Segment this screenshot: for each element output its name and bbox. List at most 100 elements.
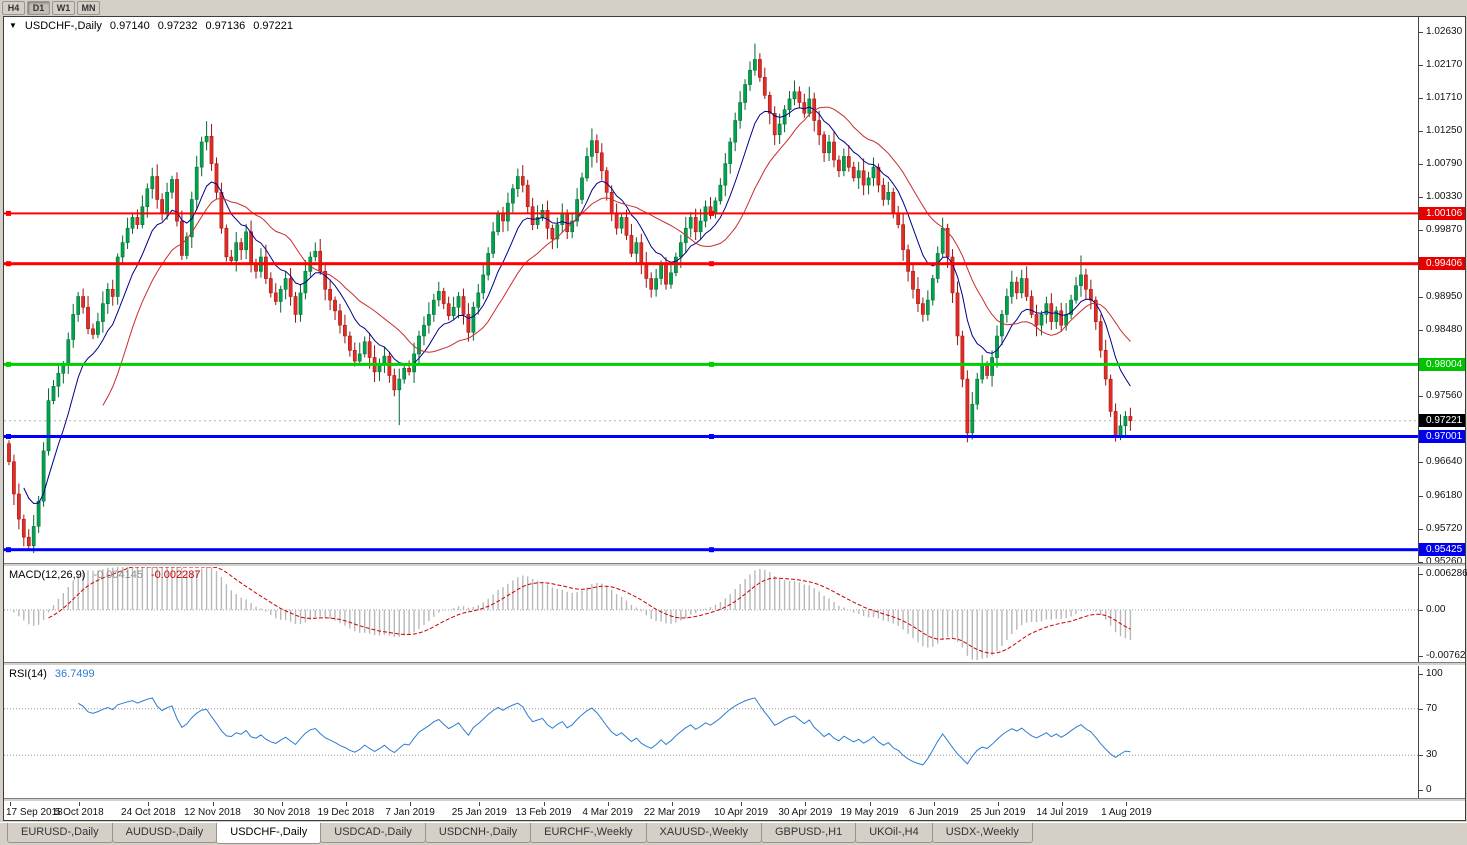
chart-tab-usdx-weekly[interactable]: USDX-,Weekly — [931, 823, 1033, 843]
time-axis-label: 10 Apr 2019 — [714, 807, 769, 818]
main-price-pane[interactable]: ▼ USDCHF-,Daily 0.97140 0.97232 0.97136 … — [4, 17, 1418, 563]
rsi-canvas[interactable] — [4, 666, 1418, 798]
chart-window: ▼ USDCHF-,Daily 0.97140 0.97232 0.97136 … — [3, 16, 1467, 821]
time-axis-tick — [1126, 802, 1128, 806]
chart-ohlc-header: ▼ USDCHF-,Daily 0.97140 0.97232 0.97136 … — [9, 20, 293, 32]
price-tag-0.98004: 0.98004 — [1419, 357, 1465, 371]
ma-fast-line — [23, 106, 1131, 505]
time-axis-label: 12 Nov 2018 — [184, 807, 241, 818]
pane-divider[interactable] — [4, 563, 1465, 567]
time-axis-tick — [933, 802, 935, 806]
macd-canvas[interactable] — [4, 567, 1418, 662]
pane-divider[interactable] — [4, 798, 1465, 802]
price-tag-0.97001: 0.97001 — [1419, 430, 1465, 443]
time-axis-label: 1 Aug 2019 — [1101, 807, 1152, 818]
close-value: 0.97221 — [253, 20, 293, 32]
timeframe-button-h4[interactable]: H4 — [2, 1, 25, 15]
time-axis-tick — [79, 802, 81, 806]
chart-tab-audusd-daily[interactable]: AUDUSD-,Daily — [111, 823, 218, 843]
horizontal-line-0.95425[interactable] — [4, 547, 1418, 553]
chart-tab-gbpusd-h1[interactable]: GBPUSD-,H1 — [760, 823, 857, 843]
price-axis-label: 1.01250 — [1419, 125, 1465, 137]
price-axis-label: 1.02630 — [1419, 26, 1465, 38]
price-tag-0.99406: 0.99406 — [1419, 257, 1465, 271]
rsi-line — [77, 697, 1131, 766]
timeframe-button-mn[interactable]: MN — [77, 1, 100, 15]
time-axis-tick — [1062, 802, 1064, 806]
macd-signal-value: -0.002287 — [150, 569, 201, 581]
time-axis-label: 19 Dec 2018 — [317, 807, 375, 818]
time-axis-label: 30 Nov 2018 — [253, 807, 311, 818]
price-tag-0.97221: 0.97221 — [1419, 414, 1465, 428]
time-axis-label: 5 Oct 2018 — [54, 807, 104, 818]
pane-divider[interactable] — [4, 662, 1465, 666]
open-value: 0.97140 — [109, 20, 150, 32]
chart-tab-usdcad-daily[interactable]: USDCAD-,Daily — [320, 823, 426, 843]
price-chart-canvas[interactable] — [4, 17, 1418, 563]
macd-axis-label: 0.00 — [1419, 604, 1465, 616]
time-axis-tick — [148, 802, 150, 806]
rsi-name: RSI(14) — [9, 668, 47, 680]
price-axis-label: 0.98950 — [1419, 291, 1465, 303]
macd-main-value: -0.004145 — [93, 569, 143, 581]
timeframe-toolbar: H4 D1 W1 MN — [2, 1, 100, 15]
price-axis-label: 1.01710 — [1419, 92, 1465, 104]
horizontal-line-1.00106[interactable] — [4, 210, 1418, 216]
timeframe-button-d1[interactable]: D1 — [27, 1, 50, 15]
macd-histogram — [13, 567, 1132, 660]
horizontal-line-0.98004[interactable] — [4, 361, 1418, 367]
time-axis-label: 25 Jan 2019 — [451, 807, 507, 818]
time-axis-label: 25 Jun 2019 — [970, 807, 1026, 818]
price-axis-label: 0.99870 — [1419, 224, 1465, 236]
time-axis-label: 6 Jun 2019 — [909, 807, 959, 818]
price-axis-label: 1.00330 — [1419, 191, 1465, 203]
rsi-pane[interactable]: RSI(14) 36.7499 — [4, 666, 1418, 798]
price-axis-label: 0.97560 — [1419, 390, 1465, 402]
price-axis-label: 1.02170 — [1419, 59, 1465, 71]
macd-name: MACD(12,26,9) — [9, 569, 86, 581]
macd-axis-label: 0.006286 — [1419, 568, 1467, 580]
macd-label: MACD(12,26,9) -0.004145 -0.002287 — [9, 569, 201, 581]
time-axis-label: 14 Jul 2019 — [1036, 807, 1089, 818]
horizontal-line-0.97001[interactable] — [4, 434, 1418, 439]
low-value: 0.97136 — [205, 20, 246, 32]
time-axis-label: 4 Mar 2019 — [582, 807, 633, 818]
chart-tab-eurusd-daily[interactable]: EURUSD-,Daily — [7, 823, 113, 843]
chart-tab-usdcnh-daily[interactable]: USDCNH-,Daily — [424, 823, 532, 843]
price-axis-label: 0.95720 — [1419, 523, 1465, 535]
chart-tab-eurchf-weekly[interactable]: EURCHF-,Weekly — [530, 823, 647, 843]
time-axis-tick — [212, 802, 214, 806]
symbol-collapse-icon[interactable]: ▼ — [9, 21, 17, 30]
chart-tab-usdchf-daily[interactable]: USDCHF-,Daily — [216, 823, 322, 844]
time-axis-label: 22 Mar 2019 — [643, 807, 701, 818]
time-axis-tick — [479, 802, 481, 806]
time-axis-tick — [345, 802, 347, 806]
macd-pane[interactable]: MACD(12,26,9) -0.004145 -0.002287 — [4, 567, 1418, 662]
rsi-label: RSI(14) 36.7499 — [9, 668, 95, 680]
time-axis-tick — [741, 802, 743, 806]
horizontal-line-0.99406[interactable] — [4, 261, 1418, 267]
time-axis-label: 19 May 2019 — [840, 807, 899, 818]
time-axis-tick — [998, 802, 999, 806]
price-axis-label: 0.96640 — [1419, 456, 1465, 468]
high-value: 0.97232 — [157, 20, 198, 32]
price-axis-label: 0.96180 — [1419, 490, 1465, 502]
time-axis-label: 13 Feb 2019 — [515, 807, 572, 818]
time-axis-tick — [869, 802, 871, 806]
time-axis[interactable]: 17 Sep 2018 5 Oct 2018 24 Oct 2018 12 Nov 2… — [4, 802, 1465, 820]
chart-tab-ukoil-h4[interactable]: UKOil-,H4 — [855, 823, 933, 843]
price-axis[interactable]: 1.02630 1.02170 1.01710 1.01250 1.00790 1.003… — [1418, 17, 1467, 798]
price-tag-0.95425: 0.95425 — [1419, 543, 1465, 557]
time-axis-tick — [672, 802, 673, 806]
price-axis-label: 1.00790 — [1419, 158, 1465, 170]
time-axis-label: 24 Oct 2018 — [121, 807, 176, 818]
time-axis-tick — [805, 802, 807, 806]
timeframe-button-w1[interactable]: W1 — [52, 1, 75, 15]
time-axis-tick — [607, 802, 609, 806]
rsi-axis-label: 0 — [1419, 784, 1465, 796]
chart-tab-xauusd-weekly[interactable]: XAUUSD-,Weekly — [645, 823, 762, 843]
time-axis-tick — [10, 802, 11, 806]
symbol-label: USDCHF-,Daily — [24, 20, 102, 32]
time-axis-label: 30 Apr 2019 — [778, 807, 833, 818]
price-axis-label: 0.98480 — [1419, 324, 1465, 336]
